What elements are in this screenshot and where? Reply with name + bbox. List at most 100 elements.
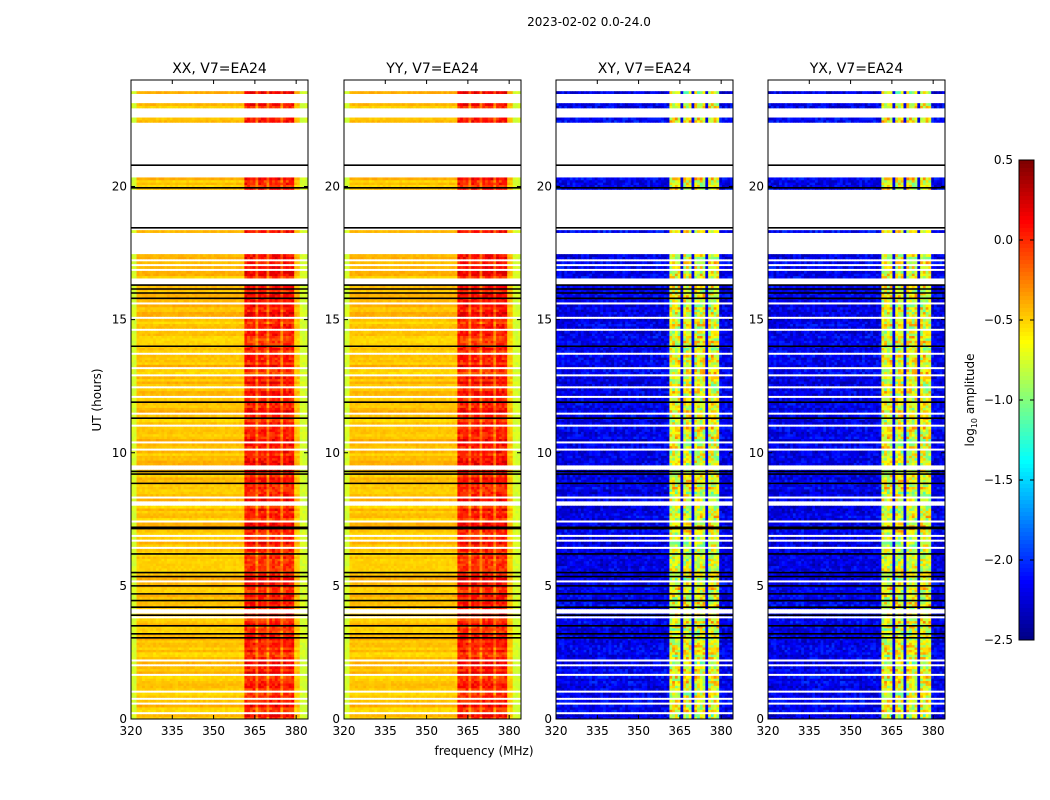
- heatmap-cell: [283, 582, 287, 586]
- heatmap-cell: [180, 668, 184, 672]
- heatmap-cell: [280, 685, 284, 689]
- heatmap-cell: [205, 671, 209, 674]
- heatmap-cell: [272, 536, 276, 540]
- heatmap-cell: [200, 563, 204, 567]
- heatmap-cell: [252, 647, 256, 650]
- heatmap-cell: [164, 630, 168, 634]
- heatmap-cell: [216, 714, 220, 717]
- heatmap-cell: [272, 596, 276, 600]
- heatmap-cell: [172, 656, 176, 660]
- heatmap-cell: [247, 687, 251, 691]
- heatmap-cell: [155, 651, 160, 655]
- heatmap-cell: [260, 522, 265, 526]
- heatmap-cell: [219, 596, 223, 600]
- heatmap-cell: [280, 505, 284, 509]
- heatmap-cell: [166, 601, 171, 605]
- heatmap-cell: [222, 563, 226, 567]
- heatmap-cell: [255, 603, 259, 607]
- heatmap-cell: [136, 644, 140, 648]
- heatmap-cell: [172, 618, 176, 622]
- heatmap-cell: [175, 671, 179, 674]
- heatmap-cell: [274, 699, 278, 703]
- heatmap-cell: [191, 493, 196, 497]
- heatmap-cell: [269, 572, 273, 576]
- heatmap-cell: [283, 647, 287, 650]
- heatmap-cell: [296, 529, 301, 533]
- heatmap-cell: [227, 522, 231, 526]
- heatmap-cell: [136, 625, 140, 629]
- heatmap-cell: [280, 596, 284, 600]
- heatmap-cell: [222, 649, 226, 653]
- heatmap-cell: [208, 699, 212, 703]
- heatmap-cell: [164, 678, 168, 682]
- heatmap-cell: [225, 637, 229, 641]
- heatmap-cell: [255, 707, 259, 710]
- heatmap-cell: [277, 565, 281, 569]
- heatmap-cell: [236, 639, 240, 643]
- heatmap-cell: [164, 522, 168, 526]
- heatmap-cell: [166, 491, 171, 495]
- heatmap-cell: [131, 707, 135, 710]
- heatmap-cell: [285, 625, 290, 629]
- heatmap-cell: [225, 678, 229, 682]
- heatmap-cell: [299, 488, 303, 492]
- heatmap-cell: [266, 656, 270, 660]
- heatmap-cell: [291, 517, 295, 521]
- heatmap-cell: [230, 582, 234, 586]
- heatmap-cell: [249, 680, 254, 684]
- heatmap-cell: [225, 517, 229, 521]
- heatmap-cell: [150, 620, 154, 624]
- heatmap-cell: [164, 680, 168, 684]
- heatmap-cell: [133, 651, 137, 655]
- heatmap-cell: [150, 541, 154, 545]
- heatmap-cell: [247, 512, 251, 516]
- heatmap-cell: [144, 707, 148, 710]
- heatmap-cell: [200, 651, 204, 655]
- heatmap-cell: [260, 651, 265, 655]
- heatmap-cell: [244, 515, 248, 519]
- heatmap-cell: [299, 522, 303, 526]
- heatmap-cell: [133, 486, 137, 490]
- heatmap-cell: [227, 656, 231, 660]
- heatmap-cell: [164, 647, 168, 650]
- heatmap-cell: [291, 695, 295, 698]
- heatmap-cell: [142, 517, 146, 521]
- heatmap-cell: [244, 625, 248, 629]
- heatmap-cell: [136, 666, 140, 670]
- heatmap-cell: [274, 536, 278, 540]
- heatmap-cell: [236, 704, 240, 708]
- heatmap-cell: [172, 637, 176, 641]
- heatmap-cell: [230, 572, 234, 576]
- heatmap-cell: [274, 491, 278, 495]
- heatmap-cell: [150, 563, 154, 567]
- heatmap-cell: [144, 678, 148, 682]
- heatmap-cell: [161, 589, 165, 593]
- heatmap-cell: [183, 623, 187, 626]
- heatmap-cell: [238, 560, 243, 564]
- heatmap-cell: [166, 577, 171, 581]
- heatmap-cell: [302, 558, 306, 562]
- heatmap-cell: [272, 666, 276, 670]
- heatmap-cell: [277, 644, 281, 648]
- heatmap-cell: [180, 695, 184, 698]
- heatmap-cell: [178, 620, 182, 624]
- heatmap-cell: [153, 656, 157, 660]
- heatmap-cell: [227, 582, 231, 586]
- heatmap-cell: [255, 587, 259, 590]
- heatmap-cell: [280, 544, 284, 547]
- heatmap-cell: [299, 603, 303, 607]
- heatmap-cell: [191, 637, 196, 641]
- heatmap-cell: [288, 512, 292, 516]
- heatmap-cell: [142, 666, 146, 670]
- heatmap-cell: [180, 603, 184, 607]
- heatmap-cell: [155, 568, 160, 571]
- heatmap-cell: [175, 582, 179, 586]
- heatmap-cell: [277, 680, 281, 684]
- heatmap-cell: [305, 685, 309, 689]
- heatmap-cell: [255, 601, 259, 605]
- heatmap-cell: [213, 563, 218, 567]
- heatmap-cell: [205, 522, 209, 526]
- heatmap-cell: [238, 707, 243, 710]
- heatmap-cell: [241, 716, 245, 720]
- heatmap-cell: [172, 685, 176, 689]
